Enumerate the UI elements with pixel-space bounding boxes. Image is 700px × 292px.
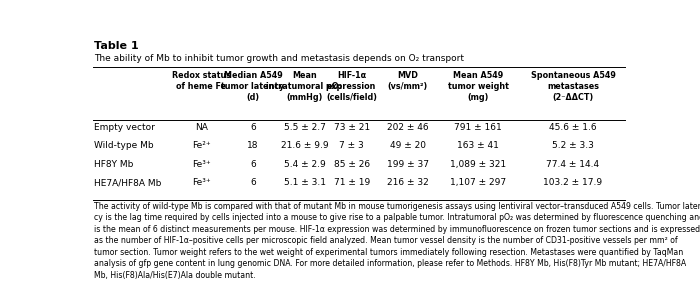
Text: Mean
intratumoral pO₂
(mmHg): Mean intratumoral pO₂ (mmHg) <box>267 71 342 102</box>
Text: Empty vector: Empty vector <box>94 123 155 132</box>
Text: Fe³⁺: Fe³⁺ <box>192 160 211 168</box>
Text: 199 ± 37: 199 ± 37 <box>386 160 428 168</box>
Text: 21.6 ± 9.9: 21.6 ± 9.9 <box>281 141 328 150</box>
Text: 1,089 ± 321: 1,089 ± 321 <box>450 160 506 168</box>
Text: 5.4 ± 2.9: 5.4 ± 2.9 <box>284 160 326 168</box>
Text: MVD
(vs/mm²): MVD (vs/mm²) <box>388 71 428 91</box>
Text: 73 ± 21: 73 ± 21 <box>334 123 370 132</box>
Text: 45.6 ± 1.6: 45.6 ± 1.6 <box>550 123 597 132</box>
Text: HE7A/HF8A Mb: HE7A/HF8A Mb <box>94 178 162 187</box>
Text: Table 1: Table 1 <box>94 41 139 51</box>
Text: HF8Y Mb: HF8Y Mb <box>94 160 134 168</box>
Text: 791 ± 161: 791 ± 161 <box>454 123 502 132</box>
Text: NA: NA <box>195 123 208 132</box>
Text: 6: 6 <box>250 123 255 132</box>
Text: 163 ± 41: 163 ± 41 <box>457 141 499 150</box>
Text: HIF-1α
expression
(cells/field): HIF-1α expression (cells/field) <box>326 71 377 102</box>
Text: 85 ± 26: 85 ± 26 <box>334 160 370 168</box>
Text: Fe²⁺: Fe²⁺ <box>192 141 211 150</box>
Text: Median A549
tumor latency
(d): Median A549 tumor latency (d) <box>221 71 285 102</box>
Text: 5.5 ± 2.7: 5.5 ± 2.7 <box>284 123 326 132</box>
Text: 1,107 ± 297: 1,107 ± 297 <box>450 178 506 187</box>
Text: The ability of Mb to inhibit tumor growth and metastasis depends on O₂ transport: The ability of Mb to inhibit tumor growt… <box>94 54 464 63</box>
Text: 202 ± 46: 202 ± 46 <box>387 123 428 132</box>
Text: 5.1 ± 3.1: 5.1 ± 3.1 <box>284 178 326 187</box>
Text: The activity of wild-type Mb is compared with that of mutant Mb in mouse tumorig: The activity of wild-type Mb is compared… <box>94 202 700 279</box>
Text: Wild-type Mb: Wild-type Mb <box>94 141 153 150</box>
Text: 77.4 ± 14.4: 77.4 ± 14.4 <box>547 160 600 168</box>
Text: 103.2 ± 17.9: 103.2 ± 17.9 <box>543 178 603 187</box>
Text: 18: 18 <box>247 141 259 150</box>
Text: Spontaneous A549
metastases
(2⁻ΔΔCT): Spontaneous A549 metastases (2⁻ΔΔCT) <box>531 71 615 102</box>
Text: 6: 6 <box>250 160 255 168</box>
Text: Mean A549
tumor weight
(mg): Mean A549 tumor weight (mg) <box>448 71 508 102</box>
Text: Fe³⁺: Fe³⁺ <box>192 178 211 187</box>
Text: 49 ± 20: 49 ± 20 <box>390 141 426 150</box>
Text: Redox status
of heme Fe: Redox status of heme Fe <box>172 71 231 91</box>
Text: 7 ± 3: 7 ± 3 <box>340 141 364 150</box>
Text: 6: 6 <box>250 178 255 187</box>
Text: 71 ± 19: 71 ± 19 <box>334 178 370 187</box>
Text: 5.2 ± 3.3: 5.2 ± 3.3 <box>552 141 594 150</box>
Text: 216 ± 32: 216 ± 32 <box>386 178 428 187</box>
